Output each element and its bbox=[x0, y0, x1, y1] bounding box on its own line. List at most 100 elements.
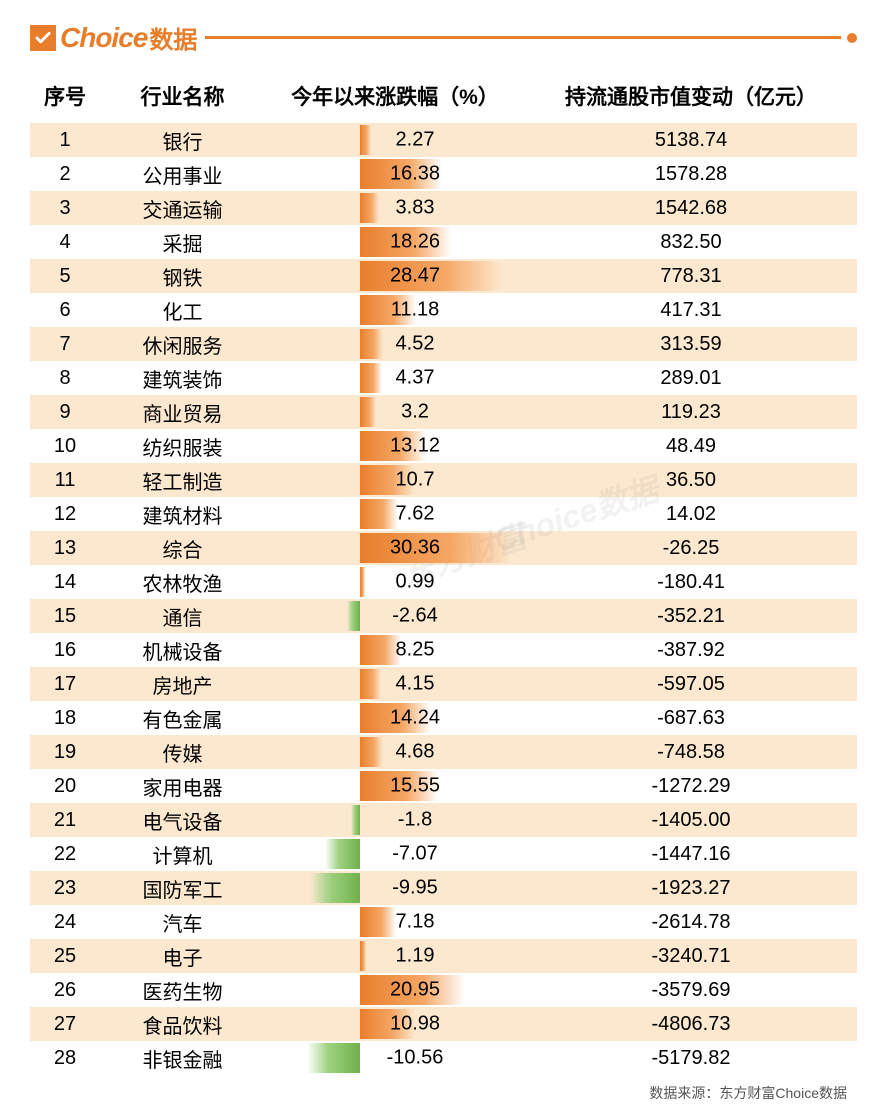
cell-idx: 9 bbox=[30, 401, 100, 424]
brand-header: Choice 数据 bbox=[30, 20, 857, 55]
cell-idx: 7 bbox=[30, 333, 100, 356]
cell-val: -180.41 bbox=[525, 571, 857, 594]
cell-idx: 25 bbox=[30, 945, 100, 968]
cell-val: -1272.29 bbox=[525, 775, 857, 798]
cell-pct: 30.36 bbox=[265, 531, 525, 565]
cell-idx: 22 bbox=[30, 843, 100, 866]
header-pct: 今年以来涨跌幅（%） bbox=[265, 81, 525, 111]
cell-name: 家用电器 bbox=[100, 772, 265, 801]
pct-label: 20.95 bbox=[285, 979, 545, 1002]
pct-label: 3.2 bbox=[285, 401, 545, 424]
pct-label: 8.25 bbox=[285, 639, 545, 662]
cell-pct: 18.26 bbox=[265, 225, 525, 259]
header-name: 行业名称 bbox=[100, 81, 265, 111]
cell-idx: 3 bbox=[30, 197, 100, 220]
table-row: 16机械设备8.25-387.92 bbox=[30, 633, 857, 667]
cell-val: -3240.71 bbox=[525, 945, 857, 968]
cell-name: 公用事业 bbox=[100, 160, 265, 189]
cell-idx: 11 bbox=[30, 469, 100, 492]
cell-idx: 4 bbox=[30, 231, 100, 254]
table-row: 26医药生物20.95-3579.69 bbox=[30, 973, 857, 1007]
pct-label: 30.36 bbox=[285, 537, 545, 560]
cell-name: 机械设备 bbox=[100, 636, 265, 665]
pct-label: 10.7 bbox=[285, 469, 545, 492]
table-row: 11轻工制造10.736.50 bbox=[30, 463, 857, 497]
cell-pct: 4.52 bbox=[265, 327, 525, 361]
cell-val: -352.21 bbox=[525, 605, 857, 628]
cell-val: -4806.73 bbox=[525, 1013, 857, 1036]
pct-label: 0.99 bbox=[285, 571, 545, 594]
cell-pct: 3.2 bbox=[265, 395, 525, 429]
cell-val: -687.63 bbox=[525, 707, 857, 730]
cell-pct: 4.15 bbox=[265, 667, 525, 701]
cell-idx: 28 bbox=[30, 1047, 100, 1070]
pct-label: 15.55 bbox=[285, 775, 545, 798]
table-row: 4采掘18.26832.50 bbox=[30, 225, 857, 259]
cell-name: 传媒 bbox=[100, 738, 265, 767]
pct-label: -2.64 bbox=[285, 605, 545, 628]
table-row: 20家用电器15.55-1272.29 bbox=[30, 769, 857, 803]
header-val: 持流通股市值变动（亿元） bbox=[525, 81, 857, 111]
cell-name: 综合 bbox=[100, 534, 265, 563]
header-idx: 序号 bbox=[30, 81, 100, 111]
table-row: 2公用事业16.381578.28 bbox=[30, 157, 857, 191]
cell-idx: 14 bbox=[30, 571, 100, 594]
table-row: 17房地产4.15-597.05 bbox=[30, 667, 857, 701]
pct-label: 28.47 bbox=[285, 265, 545, 288]
cell-val: 289.01 bbox=[525, 367, 857, 390]
cell-idx: 2 bbox=[30, 163, 100, 186]
cell-name: 纺织服装 bbox=[100, 432, 265, 461]
cell-val: -1447.16 bbox=[525, 843, 857, 866]
industry-table: 序号 行业名称 今年以来涨跌幅（%） 持流通股市值变动（亿元） 1银行2.275… bbox=[30, 73, 857, 1075]
cell-name: 农林牧渔 bbox=[100, 568, 265, 597]
cell-name: 建筑材料 bbox=[100, 500, 265, 529]
pct-label: 16.38 bbox=[285, 163, 545, 186]
brand-logo-en: Choice bbox=[60, 22, 147, 54]
cell-pct: 4.68 bbox=[265, 735, 525, 769]
table-row: 14农林牧渔 0.99-180.41 bbox=[30, 565, 857, 599]
cell-pct: -9.95 bbox=[265, 871, 525, 905]
pct-label: 7.18 bbox=[285, 911, 545, 934]
cell-pct: -2.64 bbox=[265, 599, 525, 633]
check-icon bbox=[30, 25, 56, 51]
cell-name: 房地产 bbox=[100, 670, 265, 699]
table-row: 12建筑材料7.6214.02 bbox=[30, 497, 857, 531]
table-row: 24汽车7.18-2614.78 bbox=[30, 905, 857, 939]
cell-idx: 1 bbox=[30, 129, 100, 152]
table-row: 1银行2.275138.74 bbox=[30, 123, 857, 157]
cell-val: 832.50 bbox=[525, 231, 857, 254]
cell-pct: 2.27 bbox=[265, 123, 525, 157]
table-body: 1银行2.275138.742公用事业16.381578.283交通运输3.83… bbox=[30, 123, 857, 1075]
pct-label: 1.19 bbox=[285, 945, 545, 968]
cell-name: 采掘 bbox=[100, 228, 265, 257]
cell-name: 交通运输 bbox=[100, 194, 265, 223]
cell-pct: -1.8 bbox=[265, 803, 525, 837]
cell-pct: 28.47 bbox=[265, 259, 525, 293]
cell-idx: 10 bbox=[30, 435, 100, 458]
cell-pct: 3.83 bbox=[265, 191, 525, 225]
pct-label: 3.83 bbox=[285, 197, 545, 220]
cell-name: 电子 bbox=[100, 942, 265, 971]
cell-idx: 16 bbox=[30, 639, 100, 662]
cell-idx: 5 bbox=[30, 265, 100, 288]
cell-idx: 20 bbox=[30, 775, 100, 798]
pct-label: 2.27 bbox=[285, 129, 545, 152]
cell-idx: 6 bbox=[30, 299, 100, 322]
cell-name: 非银金融 bbox=[100, 1044, 265, 1073]
cell-val: 5138.74 bbox=[525, 129, 857, 152]
cell-val: -1923.27 bbox=[525, 877, 857, 900]
pct-label: -1.8 bbox=[285, 809, 545, 832]
pct-label: -7.07 bbox=[285, 843, 545, 866]
cell-val: 36.50 bbox=[525, 469, 857, 492]
pct-label: 13.12 bbox=[285, 435, 545, 458]
pct-label: 7.62 bbox=[285, 503, 545, 526]
cell-name: 商业贸易 bbox=[100, 398, 265, 427]
cell-pct: 8.25 bbox=[265, 633, 525, 667]
cell-pct: 15.55 bbox=[265, 769, 525, 803]
cell-pct: 20.95 bbox=[265, 973, 525, 1007]
cell-val: 313.59 bbox=[525, 333, 857, 356]
cell-idx: 12 bbox=[30, 503, 100, 526]
header-rule bbox=[205, 36, 841, 39]
cell-pct: 7.18 bbox=[265, 905, 525, 939]
cell-name: 钢铁 bbox=[100, 262, 265, 291]
